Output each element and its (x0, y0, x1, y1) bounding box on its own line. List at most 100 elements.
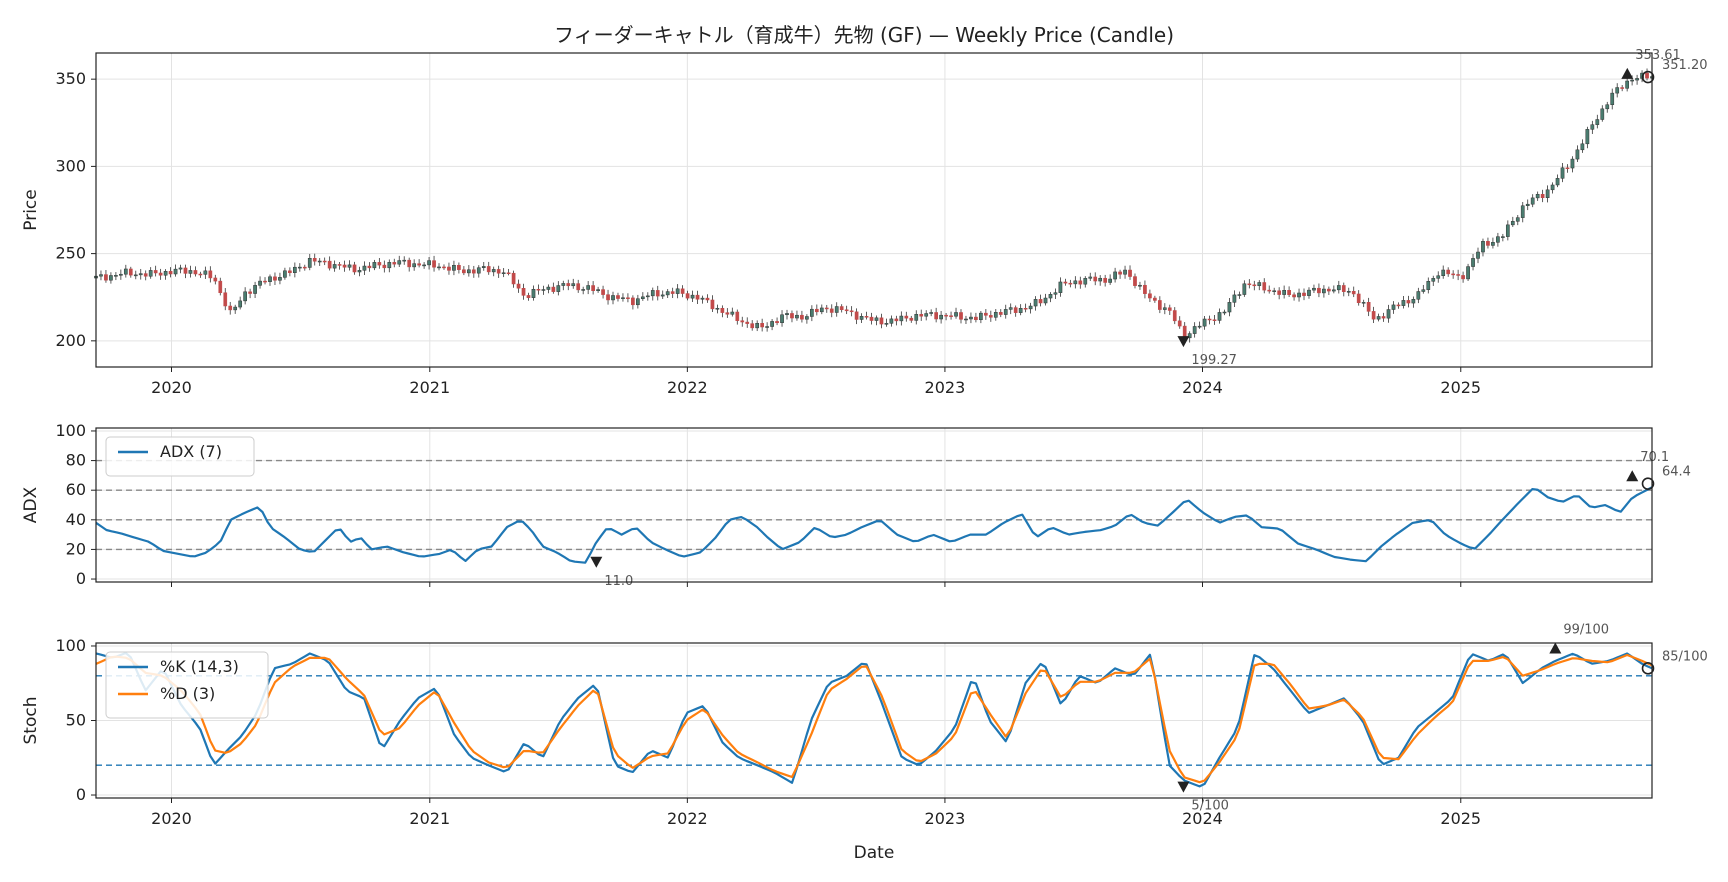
candle-body (800, 314, 804, 320)
candle-body (655, 290, 660, 297)
candle-body (278, 277, 282, 281)
candle-body (158, 272, 163, 276)
candle-body (1103, 277, 1108, 283)
candle-body (258, 280, 262, 286)
candle-body (1635, 78, 1639, 81)
candle-body (506, 272, 511, 274)
candle-body (1128, 269, 1132, 277)
adx-y-axis-label: ADX (21, 486, 41, 523)
candle-body (819, 307, 824, 313)
candle-body (640, 296, 645, 299)
candle-body (1023, 308, 1028, 310)
candle-body (695, 294, 700, 300)
candle-body (1247, 283, 1252, 286)
candle-body (536, 288, 541, 291)
candle-body (1431, 278, 1436, 282)
candle-body (407, 259, 412, 268)
candle-body (616, 295, 620, 299)
candle-body (273, 276, 277, 281)
stoch-frame (95, 642, 1653, 799)
price-frame (95, 52, 1653, 368)
stoch-y-tick-label: 50 (66, 711, 86, 730)
price-y-tick-label: 300 (55, 156, 86, 175)
candle-body (1346, 291, 1351, 293)
price-y-tick-label: 250 (55, 244, 86, 263)
adx-max-label: 70.1 (1640, 450, 1669, 465)
adx-y-tick-label: 20 (66, 539, 86, 558)
candle-body (770, 321, 774, 327)
candle-body (1262, 282, 1267, 291)
candle-body (1118, 271, 1122, 275)
adx-y-tick-label: 40 (66, 510, 86, 529)
candle-body (556, 285, 561, 292)
candle-body (1600, 108, 1605, 120)
candle-body (317, 260, 322, 263)
candle-body (198, 273, 203, 276)
candle-body (1396, 304, 1401, 307)
candle-body (740, 320, 745, 323)
stoch-panel: 0 50 100 2020 2021 2022 2023 2024 2025 Stoch %K (1… (21, 622, 1708, 828)
price-y-tick-label: 200 (55, 331, 86, 350)
candle-body (322, 260, 327, 263)
candle-body (854, 311, 859, 320)
price-y-tick-label: 350 (55, 69, 86, 88)
candle-body (1560, 167, 1565, 179)
candle-body (1267, 289, 1272, 292)
candle-body (1083, 278, 1088, 285)
candle-body (839, 306, 844, 310)
candle-body (859, 316, 864, 320)
price-x-tick-label: 2022 (667, 378, 708, 397)
adx-last-label: 64.4 (1662, 465, 1691, 480)
candle-body (173, 268, 178, 275)
candle-body (581, 289, 586, 291)
candle-body (1063, 281, 1068, 284)
candle-body (606, 294, 610, 301)
stoch-series-line-1 (95, 653, 1653, 784)
stoch-x-tick-label: 2020 (151, 809, 192, 828)
candle-body (1371, 311, 1376, 320)
candle-body (795, 314, 799, 319)
candle-body (531, 288, 536, 298)
candle-body (964, 318, 968, 321)
price-panel: 200 250 300 350 2020 2021 2022 2023 2024 2025 Pric… (21, 48, 1708, 397)
candle-body (874, 317, 879, 321)
candle-body (785, 313, 789, 316)
candle-body (914, 314, 919, 321)
candle-body (715, 307, 720, 310)
candle-body (705, 297, 710, 301)
candle-body (1530, 197, 1535, 205)
candle-body (690, 294, 695, 299)
candle-body (864, 316, 869, 318)
price-x-tick-label: 2024 (1182, 378, 1223, 397)
candle-body (824, 307, 829, 310)
candle-body (1073, 280, 1078, 285)
candle-body (1491, 242, 1495, 246)
candle-body (979, 312, 983, 321)
adx-series-line-0 (95, 486, 1653, 564)
stoch-y-tick-label: 0 (76, 785, 86, 804)
candle-body (521, 287, 526, 296)
candle-body (546, 286, 551, 290)
candle-body (1456, 274, 1460, 276)
candle-body (780, 314, 784, 324)
candle-body (362, 265, 367, 271)
candle-body (1317, 287, 1321, 294)
candle-body (114, 275, 118, 277)
candle-body (1028, 305, 1033, 310)
candle-body (1008, 307, 1013, 310)
candle-body (650, 290, 655, 297)
candle-body (1411, 299, 1416, 304)
candle-body (153, 270, 158, 274)
candle-body (471, 269, 476, 274)
candle-body (1625, 80, 1629, 89)
candle-body (1391, 304, 1396, 310)
adx-y-tick-label: 80 (66, 451, 86, 470)
candle-body (1565, 167, 1570, 170)
candle-body (685, 293, 690, 299)
candle-body (1202, 318, 1207, 327)
candle-body (1187, 333, 1192, 339)
candle-body (208, 270, 213, 279)
candle-body (183, 267, 188, 274)
candle-body (725, 312, 730, 315)
